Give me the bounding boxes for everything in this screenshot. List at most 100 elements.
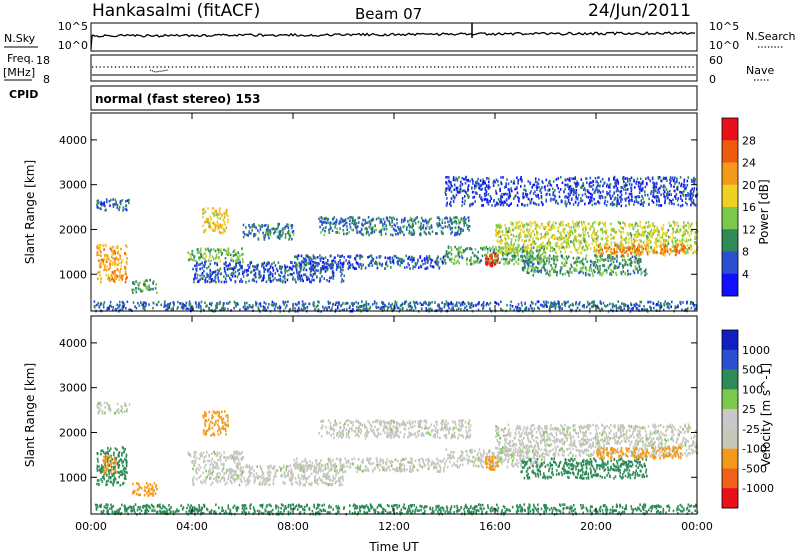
echo-cell	[203, 265, 206, 269]
echo-cell	[562, 264, 565, 267]
echo-cell	[531, 198, 533, 201]
echo-cell	[395, 301, 398, 305]
echo-cell	[591, 261, 594, 265]
echo-cell	[670, 184, 672, 188]
echo-cell	[225, 274, 228, 277]
echo-cell	[312, 254, 315, 257]
echo-cell	[616, 247, 618, 250]
echo-cell	[419, 264, 422, 268]
echo-cell	[339, 270, 342, 273]
echo-cell	[291, 261, 293, 264]
echo-cell	[530, 243, 533, 247]
echo-cell	[135, 287, 137, 290]
echo-cell	[350, 228, 353, 231]
echo-cell	[208, 277, 211, 280]
echo-cell	[537, 245, 539, 249]
echo-cell	[664, 300, 666, 303]
echo-cell	[365, 300, 368, 304]
echo-cell	[589, 266, 591, 269]
echo-cell	[581, 199, 584, 202]
echo-cell	[576, 251, 579, 254]
echo-cell	[486, 247, 489, 251]
echo-cell	[216, 220, 218, 224]
echo-cell	[440, 225, 443, 228]
echo-cell	[436, 232, 438, 235]
echo-cell	[375, 302, 378, 305]
echo-cell	[299, 279, 302, 282]
echo-cell	[596, 234, 598, 238]
echo-cell	[219, 300, 221, 304]
echo-cell	[98, 264, 101, 267]
echo-cell	[691, 201, 693, 205]
echo-cell	[591, 196, 593, 199]
echo-cell	[227, 274, 230, 277]
echo-cell	[465, 247, 467, 251]
echo-cell	[341, 263, 343, 266]
echo-cell	[458, 252, 460, 255]
echo-cell	[674, 305, 677, 308]
echo-cell	[112, 245, 114, 249]
echo-cell	[345, 221, 348, 225]
echo-cell	[587, 273, 590, 276]
echo-cell	[598, 176, 600, 179]
echo-cell	[681, 242, 684, 245]
echo-cell	[554, 243, 556, 246]
echo-cell	[269, 280, 272, 283]
echo-cell	[463, 250, 465, 254]
echo-cell	[524, 249, 527, 253]
echo-cell	[657, 234, 659, 237]
echo-cell	[552, 304, 554, 308]
echo-cell	[633, 260, 635, 263]
echo-cell	[603, 269, 606, 272]
echo-cell	[294, 255, 296, 258]
echo-cell	[310, 280, 312, 284]
echo-cell	[510, 233, 513, 236]
echo-cell	[109, 247, 111, 250]
echo-cell	[340, 267, 342, 270]
echo-cell	[381, 305, 384, 309]
echo-cell	[502, 251, 504, 255]
echo-cell	[332, 271, 335, 275]
echo-cell	[517, 258, 520, 261]
echo-cell	[632, 227, 634, 231]
echo-cell	[528, 223, 530, 226]
echo-cell	[612, 256, 614, 259]
echo-cell	[294, 307, 296, 310]
echo-cell	[346, 307, 348, 311]
echo-cell	[444, 221, 446, 224]
echo-cell	[487, 303, 490, 306]
echo-cell	[489, 301, 492, 305]
echo-cell	[461, 303, 464, 306]
echo-cell	[635, 257, 637, 260]
echo-cell	[490, 197, 493, 200]
echo-cell	[121, 259, 124, 262]
echo-cell	[649, 224, 651, 227]
echo-cell	[443, 305, 446, 309]
echo-cell	[109, 204, 111, 207]
echo-cell	[275, 302, 277, 306]
echo-cell	[459, 304, 462, 307]
echo-cell	[335, 223, 337, 226]
echo-cell	[322, 220, 325, 224]
echo-cell	[411, 222, 414, 226]
echo-cell	[592, 302, 595, 306]
echo-cell	[389, 223, 391, 227]
echo-cell	[268, 303, 270, 306]
echo-cell	[280, 267, 283, 270]
echo-cell	[524, 234, 526, 237]
echo-cell	[549, 274, 551, 277]
echo-cell	[156, 303, 158, 307]
echo-cell	[420, 233, 422, 236]
echo-cell	[284, 268, 287, 271]
echo-cell	[469, 179, 471, 183]
echo-cell	[684, 187, 686, 190]
echo-cell	[641, 230, 644, 234]
echo-cell	[233, 249, 236, 252]
echo-cell	[300, 274, 303, 278]
echo-cell	[114, 257, 116, 261]
echo-cell	[503, 242, 506, 246]
echo-cell	[330, 276, 333, 279]
echo-cell	[534, 180, 537, 183]
echo-cell	[319, 220, 321, 223]
echo-cell	[311, 278, 313, 282]
